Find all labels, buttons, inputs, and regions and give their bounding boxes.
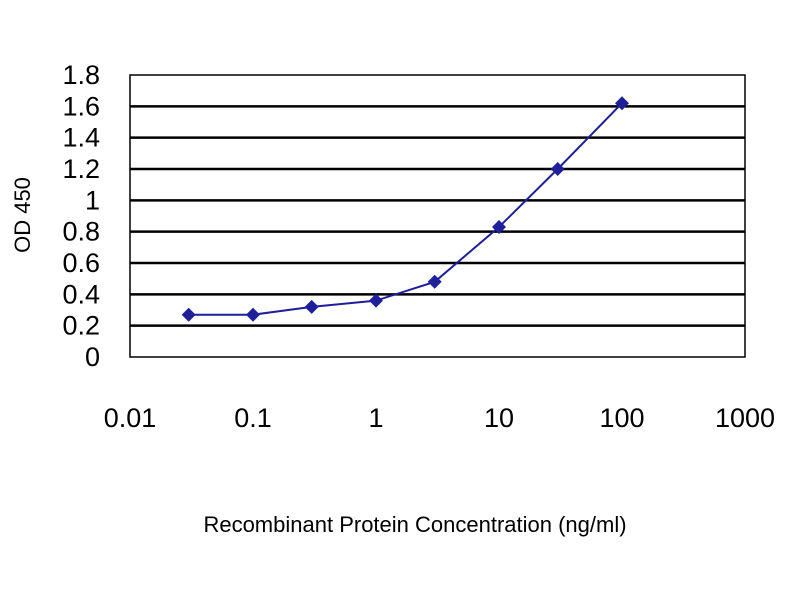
y-axis-title: OD 450 — [10, 177, 35, 253]
y-tick-label: 0.8 — [62, 217, 100, 247]
series-markers — [181, 96, 629, 322]
y-tick-label: 0 — [85, 342, 100, 372]
series-line — [188, 102, 623, 316]
plot-frame — [129, 74, 746, 358]
x-tick-label: 1 — [368, 403, 383, 433]
y-tick-label: 1.6 — [62, 91, 100, 121]
y-tick-labels: 00.20.40.60.811.21.41.61.8 — [62, 60, 100, 372]
data-point — [550, 162, 565, 176]
x-tick-label: 1000 — [715, 403, 775, 433]
data-point — [369, 293, 383, 308]
x-tick-labels: 0.01 0.1 1 10 100 1000 — [104, 403, 775, 433]
data-point — [615, 96, 629, 111]
y-tick-label: 1.2 — [62, 154, 100, 184]
x-tick-label: 0.1 — [234, 403, 272, 433]
y-tick-label: 0.6 — [62, 248, 100, 278]
y-tick-label: 0.4 — [62, 279, 100, 309]
data-point — [427, 274, 442, 289]
y-tick-label: 1 — [85, 185, 100, 215]
y-tick-label: 1.8 — [62, 60, 100, 90]
x-tick-label: 100 — [599, 403, 644, 433]
x-tick-label: 0.01 — [104, 403, 157, 433]
data-point — [304, 299, 319, 314]
x-tick-label: 10 — [484, 403, 514, 433]
data-point — [246, 307, 260, 322]
x-axis-title: Recombinant Protein Concentration (ng/ml… — [203, 512, 626, 537]
y-tick-label: 1.4 — [62, 123, 100, 153]
data-point — [492, 219, 506, 234]
y-tick-label: 0.2 — [62, 311, 100, 341]
grid-lines — [130, 105, 745, 327]
data-point — [181, 307, 196, 322]
